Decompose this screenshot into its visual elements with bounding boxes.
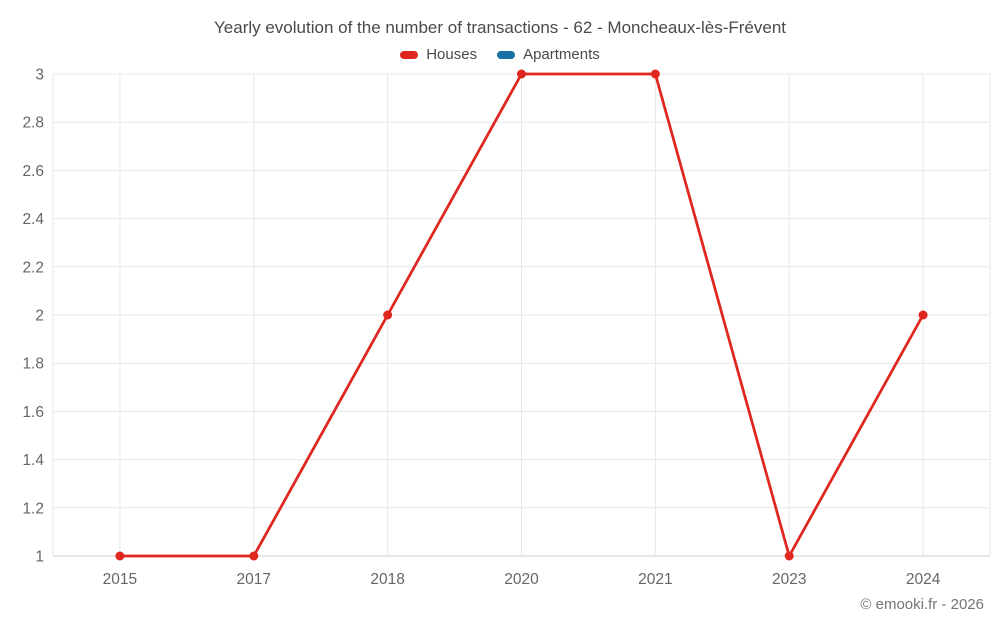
copyright-text: © emooki.fr - 2026: [860, 596, 984, 613]
svg-text:2023: 2023: [772, 571, 806, 588]
legend-item-apartments[interactable]: Apartments: [497, 46, 600, 63]
legend: Houses Apartments: [0, 46, 1000, 63]
svg-text:2020: 2020: [504, 571, 539, 588]
svg-text:2018: 2018: [370, 571, 404, 588]
houses-swatch-icon: [400, 50, 419, 59]
svg-text:1.8: 1.8: [22, 356, 44, 373]
apartments-swatch-icon: [497, 50, 516, 59]
svg-text:1.6: 1.6: [22, 404, 44, 421]
legend-label-houses: Houses: [426, 46, 478, 63]
svg-text:2.8: 2.8: [22, 115, 44, 132]
chart-title: Yearly evolution of the number of transa…: [214, 18, 786, 37]
svg-text:2024: 2024: [906, 571, 941, 588]
legend-label-apartments: Apartments: [523, 46, 600, 63]
svg-text:1.4: 1.4: [22, 452, 44, 469]
svg-text:2.2: 2.2: [22, 259, 44, 276]
svg-text:3: 3: [35, 67, 44, 84]
svg-text:2.4: 2.4: [22, 211, 44, 228]
svg-text:2015: 2015: [103, 571, 137, 588]
legend-item-houses[interactable]: Houses: [400, 46, 477, 63]
svg-text:2017: 2017: [237, 571, 271, 588]
svg-text:2021: 2021: [638, 571, 672, 588]
svg-text:2.6: 2.6: [22, 163, 44, 180]
svg-text:1.2: 1.2: [22, 500, 44, 517]
svg-text:1: 1: [35, 549, 44, 566]
svg-text:2: 2: [35, 308, 44, 325]
